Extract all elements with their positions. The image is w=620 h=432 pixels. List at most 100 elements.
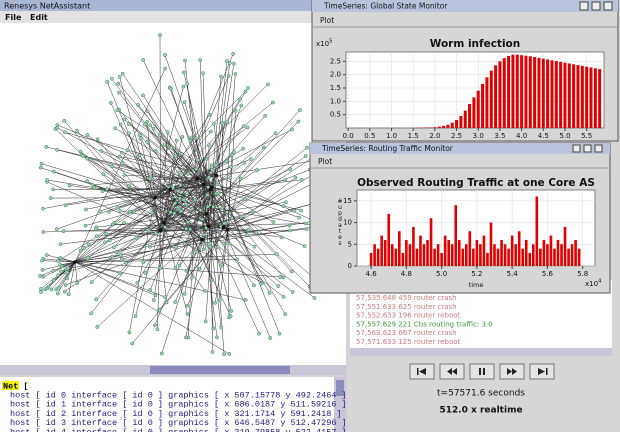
- network-node: [182, 292, 187, 296]
- menu-item[interactable]: File: [5, 13, 22, 22]
- network-edge: [208, 147, 308, 227]
- bar: [533, 57, 537, 128]
- network-node: [303, 221, 308, 226]
- network-node: [99, 149, 104, 153]
- network-edge: [87, 189, 171, 259]
- network-node: [173, 201, 178, 205]
- maximize[interactable]: [583, 144, 592, 153]
- h-scrollbar[interactable]: [350, 348, 612, 356]
- network-node: [94, 297, 99, 302]
- bar: [443, 235, 447, 266]
- network-node: [252, 283, 256, 288]
- network-node: [215, 335, 219, 340]
- network-node: [288, 228, 292, 233]
- network-node: [280, 235, 284, 240]
- network-node: [139, 136, 143, 141]
- network-edge: [169, 189, 315, 299]
- close[interactable]: [594, 144, 603, 153]
- network-edge: [181, 211, 203, 240]
- network-node: [179, 209, 184, 214]
- x-tick-label: 3.0: [473, 132, 484, 140]
- network-node: [208, 241, 213, 246]
- network-node: [169, 145, 174, 150]
- button-pause[interactable]: [469, 363, 495, 380]
- network-node: [130, 341, 135, 346]
- network-node: [190, 206, 195, 211]
- bar: [572, 64, 576, 128]
- network-node: [284, 200, 288, 205]
- network-node: [55, 147, 59, 152]
- close[interactable]: [603, 1, 613, 11]
- network-edge: [65, 227, 224, 286]
- minimize[interactable]: [572, 144, 581, 153]
- y-axis-label: #updates: [337, 198, 344, 246]
- bar: [598, 69, 602, 128]
- network-node: [136, 103, 140, 107]
- network-node: [290, 127, 294, 132]
- network-node: [205, 204, 210, 209]
- menu-item[interactable]: Edit: [30, 13, 48, 22]
- network-node: [54, 227, 59, 232]
- icon: [479, 368, 485, 375]
- bar: [498, 61, 502, 129]
- network-node: [233, 72, 238, 76]
- scroll-thumb[interactable]: [150, 366, 290, 374]
- network-edge: [205, 121, 299, 215]
- bar: [440, 252, 443, 266]
- network-node: [40, 268, 45, 272]
- network-node: [119, 150, 124, 155]
- network-node: [188, 227, 193, 232]
- bar: [503, 244, 507, 266]
- network-node: [228, 314, 233, 318]
- network-node: [150, 210, 155, 215]
- network-node: [201, 71, 205, 76]
- bar: [589, 67, 593, 128]
- bar: [424, 127, 428, 128]
- network-edge: [129, 197, 156, 333]
- network-node: [65, 270, 70, 275]
- network-node: [211, 326, 216, 331]
- network-edge: [87, 180, 203, 240]
- network-edge: [201, 226, 222, 240]
- bar: [482, 235, 486, 266]
- network-node: [118, 209, 122, 213]
- bar: [447, 239, 450, 266]
- bar: [507, 248, 510, 266]
- network-node: [40, 258, 44, 263]
- x-tick-label: 2.0: [429, 132, 440, 140]
- network-edge: [149, 178, 198, 291]
- network-node: [39, 290, 43, 294]
- network-node: [177, 170, 182, 175]
- network-edge: [175, 184, 205, 248]
- network-node: [231, 51, 235, 56]
- network-node: [298, 108, 302, 112]
- x-tick-label: 5.0: [436, 270, 447, 278]
- network-edge: [74, 68, 166, 263]
- speed-status: 512.0 x realtime: [439, 406, 522, 416]
- network-node: [118, 253, 123, 257]
- network-node: [56, 259, 61, 263]
- bar: [502, 58, 506, 129]
- bar: [412, 226, 415, 266]
- network-edge: [196, 178, 232, 312]
- network-node: [105, 187, 109, 191]
- network-edge: [66, 239, 202, 270]
- bar: [401, 252, 405, 266]
- bar: [465, 244, 468, 266]
- title-bar: [310, 143, 610, 154]
- network-node: [118, 271, 123, 275]
- y-tick-label: 1.5: [330, 84, 341, 92]
- network-edge: [81, 154, 171, 190]
- maximize[interactable]: [591, 1, 601, 11]
- menu-item[interactable]: Plot: [320, 16, 334, 25]
- network-node: [45, 178, 49, 182]
- minimize[interactable]: [579, 1, 589, 11]
- text-panel[interactable]: [0, 377, 334, 432]
- network-node: [141, 93, 145, 98]
- network-node: [105, 80, 110, 84]
- network-node: [293, 175, 298, 180]
- network-node: [67, 183, 72, 188]
- scroll-thumb[interactable]: [336, 380, 344, 396]
- network-node: [214, 173, 219, 178]
- menu-item[interactable]: Plot: [318, 157, 332, 166]
